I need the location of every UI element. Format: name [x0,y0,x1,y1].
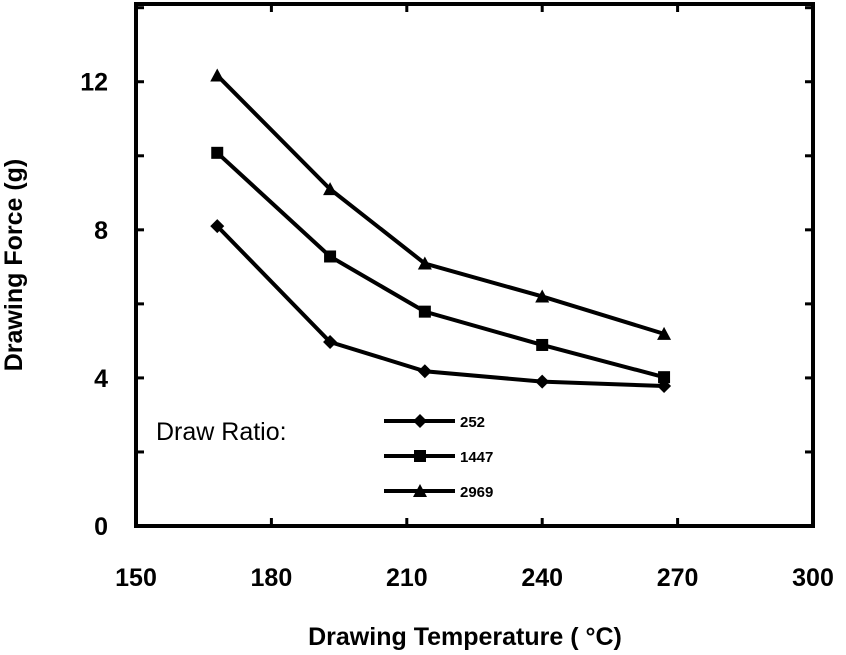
plot-frame [134,2,815,528]
y-tick-label: 4 [94,365,108,393]
legend: 252 1447 2969 [384,414,493,501]
data-point-triangle [413,484,427,497]
data-point-square [658,371,671,384]
data-point-square [536,338,549,351]
y-tick-label: 0 [94,513,108,541]
series-2969 [210,68,672,340]
x-tick-label: 270 [657,564,699,592]
x-tick-label: 240 [521,564,563,592]
legend-label: 2969 [460,484,493,501]
x-tick-label: 150 [115,564,157,592]
data-point-diamond [210,219,225,234]
x-axis-label: Drawing Temperature ( °C) [308,623,622,651]
data-point-diamond [535,374,550,389]
x-tick-label: 180 [251,564,293,592]
data-point-square [211,146,224,159]
x-tick-label: 210 [386,564,428,592]
series-252 [210,219,672,394]
data-point-diamond [417,364,432,379]
data-point-triangle [657,326,672,340]
series-1447 [211,146,671,384]
data-point-triangle [417,256,432,270]
series-line [215,224,665,389]
data-point-diamond [323,335,338,350]
data-point-square [414,450,426,462]
legend-label: 1447 [460,449,493,466]
y-tick-label: 8 [94,217,108,245]
y-tick-label: 12 [80,69,108,97]
series-line [215,151,665,380]
data-point-square [418,305,431,318]
data-point-triangle [535,289,550,303]
legend-label: 252 [460,414,485,431]
data-point-triangle [323,182,338,196]
data-point-triangle [210,68,225,82]
data-point-square [324,250,337,263]
x-tick-label: 300 [792,564,834,592]
data-point-diamond [413,414,427,428]
y-axis-label: Drawing Force (g) [0,159,28,372]
legend-title: Draw Ratio: [156,418,287,446]
